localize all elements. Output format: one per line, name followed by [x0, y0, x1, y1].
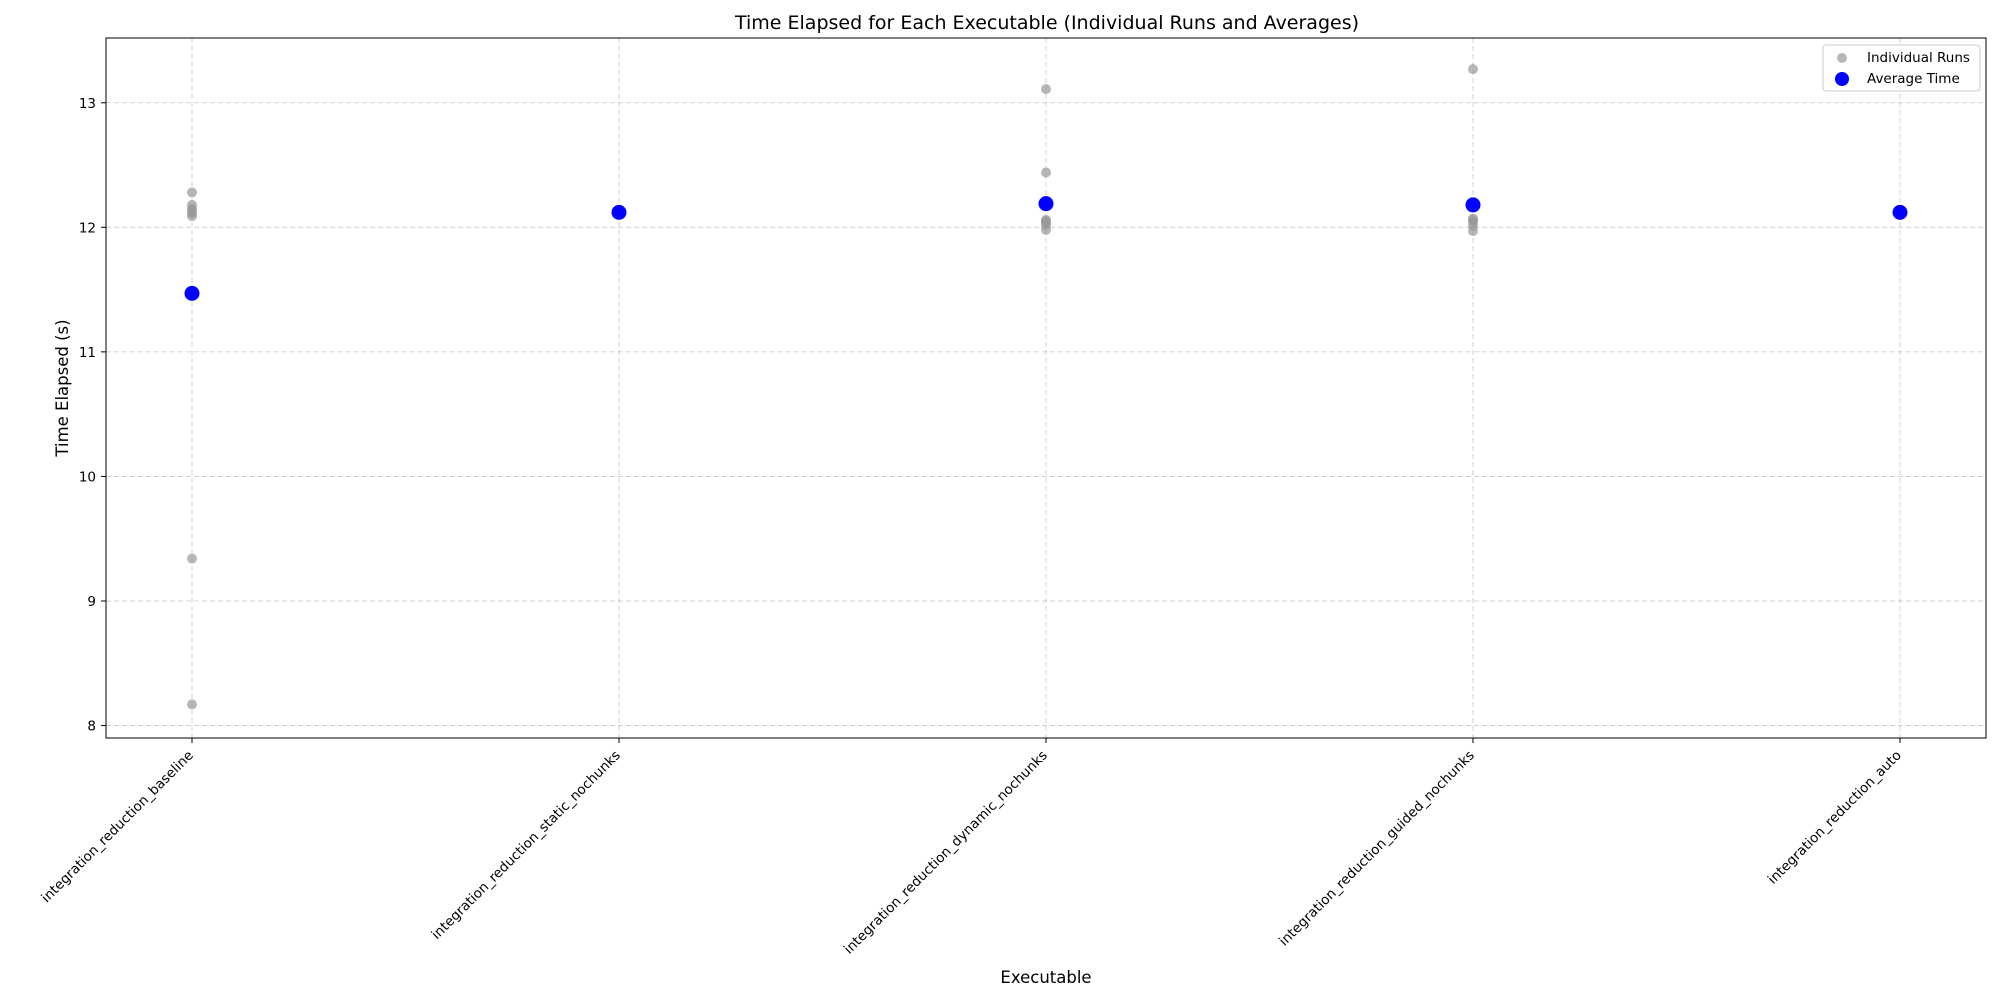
individual-run-point: [1041, 167, 1051, 178]
average-time-point: [1465, 197, 1481, 213]
average-time-point: [1892, 204, 1908, 220]
individual-run-point: [1041, 84, 1051, 95]
y-tick-label: 8: [87, 719, 96, 735]
legend-marker-average-time: [1835, 72, 1849, 86]
individual-run-point: [187, 553, 197, 564]
data-points: [184, 64, 1908, 710]
individual-run-point: [187, 187, 197, 198]
y-tick-label: 10: [79, 469, 96, 485]
average-time-point: [611, 204, 627, 220]
chart-title: Time Elapsed for Each Executable (Indivi…: [734, 12, 1359, 34]
x-axis-title: Executable: [1000, 968, 1091, 987]
plot-area-frame: [105, 37, 1987, 739]
y-tick-label: 13: [79, 96, 96, 112]
y-tick-label: 12: [79, 220, 96, 236]
legend-label-average-time: Average Time: [1867, 71, 1960, 87]
legend-box: [1822, 44, 1981, 92]
individual-run-point: [1468, 64, 1478, 75]
individual-run-point: [187, 211, 197, 222]
legend-marker-individual-runs: [1837, 53, 1847, 63]
y-tick-label: 9: [87, 594, 96, 610]
y-tick-label: 11: [79, 345, 96, 361]
grid-lines: [106, 38, 1986, 738]
average-time-point: [184, 285, 200, 301]
average-time-point: [1038, 196, 1054, 212]
individual-run-point: [1468, 226, 1478, 237]
individual-run-point: [187, 699, 197, 710]
legend-label-individual-runs: Individual Runs: [1867, 50, 1970, 66]
y-axis-title: Time Elapsed (s): [53, 319, 72, 457]
legend: Individual Runs Average Time: [1822, 44, 1981, 92]
individual-run-point: [1041, 224, 1051, 235]
